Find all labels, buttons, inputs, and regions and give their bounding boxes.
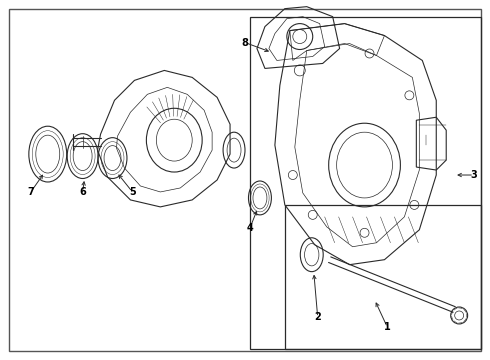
Text: 1: 1: [384, 323, 391, 332]
Bar: [250, 17, 481, 349]
Text: 6: 6: [79, 187, 86, 197]
Text: 2: 2: [315, 312, 321, 323]
Text: 7: 7: [27, 187, 34, 197]
Text: 3: 3: [471, 170, 477, 180]
Text: 8: 8: [242, 37, 248, 48]
Text: 4: 4: [246, 223, 253, 233]
Text: 5: 5: [129, 187, 136, 197]
Bar: [285, 205, 481, 349]
